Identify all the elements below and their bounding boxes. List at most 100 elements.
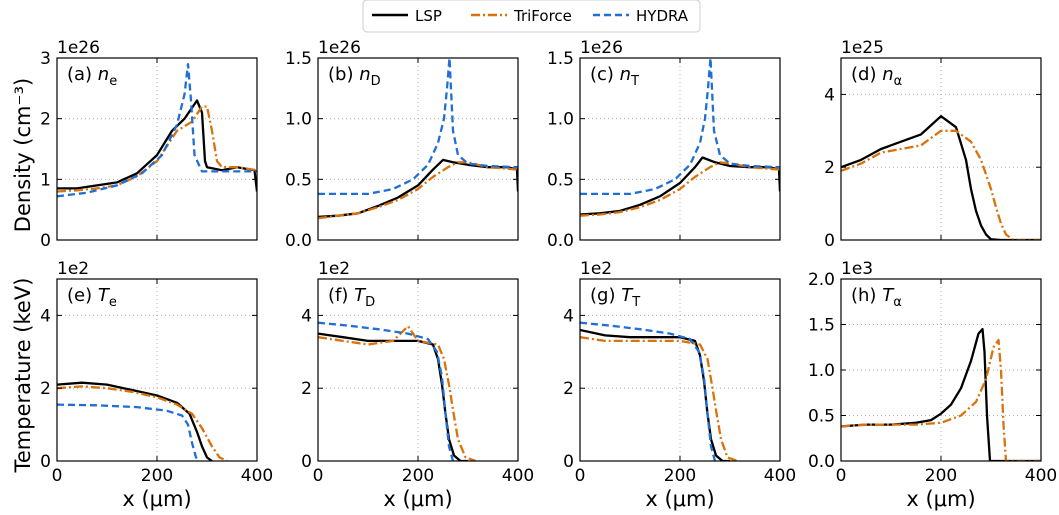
- panel-label-Te: (e) Te: [67, 285, 117, 310]
- series-triforce-Te: [57, 385, 228, 461]
- panel-label-var-Te: T: [98, 285, 111, 306]
- series-lsp-TD: [318, 332, 468, 461]
- xtick-label-TD: 400: [502, 466, 534, 486]
- panel-label-var-nalpha: n: [882, 64, 893, 85]
- ytick-label-nT: 1.5: [547, 49, 574, 69]
- ytick-label-nT: 0.5: [547, 170, 574, 190]
- ytick-label-Talpha: 2.0: [808, 270, 835, 290]
- panel-label-Talpha: (h) Tα: [851, 285, 902, 310]
- xtick-label-Te: 200: [141, 466, 173, 486]
- panel-label-var-Talpha: T: [882, 285, 895, 306]
- panel-label-ne: (a) ne: [67, 64, 117, 89]
- exponent-label-nT: 1e26: [580, 38, 623, 58]
- panel-label-prefix-ne: (a): [67, 64, 98, 85]
- series-hydra-ne: [57, 62, 257, 198]
- axes-frame-TD: [317, 278, 519, 462]
- series-triforce-Talpha: [841, 338, 1041, 461]
- series-triforce-TD: [318, 325, 476, 461]
- xtick-label-Te: 0: [52, 466, 63, 486]
- panel-nalpha: 0 2 4 1e25 (d) nα: [824, 38, 1042, 251]
- xtick-label-TT: 0: [575, 466, 586, 486]
- ytick-label-Te: 4: [40, 306, 51, 326]
- ytick-label-ne: 3: [40, 49, 51, 69]
- legend-label-lsp: LSP: [415, 7, 442, 25]
- axes-frame-nD: [317, 57, 519, 241]
- exponent-label-ne: 1e26: [57, 38, 100, 58]
- ytick-label-nalpha: 2: [824, 158, 835, 178]
- series-triforce-nalpha: [841, 129, 1041, 240]
- ytick-label-TT: 2: [563, 379, 574, 399]
- xtick-label-TD: 0: [313, 466, 324, 486]
- legend-label-hydra: HYDRA: [636, 7, 689, 25]
- xtick-label-TT: 200: [664, 466, 696, 486]
- exponent-label-nD: 1e26: [318, 38, 361, 58]
- legend-label-triforce: TriForce: [513, 7, 572, 25]
- exponent-label-Talpha: 1e3: [841, 259, 873, 279]
- xtick-label-Talpha: 400: [1025, 466, 1057, 486]
- panel-label-nT: (c) nT: [590, 64, 639, 89]
- panel-label-var-TD: T: [354, 285, 367, 306]
- panel-label-prefix-Te: (e): [67, 285, 98, 306]
- ytick-label-ne: 1: [40, 170, 51, 190]
- xtick-label-Talpha: 0: [836, 466, 847, 486]
- panel-label-prefix-nalpha: (d): [851, 64, 882, 85]
- ytick-label-Talpha: 1.0: [808, 361, 835, 381]
- panel-Talpha: 0 200 400 0.0 0.5 1.0 1.5 2.0 1e3 (h) Tα x (μm): [808, 259, 1057, 511]
- ytick-label-Talpha: 0.5: [808, 407, 835, 427]
- ytick-label-nD: 1.5: [285, 49, 312, 69]
- density-ylabel: Density (cm⁻³): [11, 78, 35, 232]
- axes-frame-TT: [579, 278, 781, 462]
- series-triforce-TT: [580, 336, 738, 461]
- ytick-label-TD: 4: [301, 306, 312, 326]
- panel-Te: 0 200 400 0 2 4 1e2 (e) Te x (μm): [40, 259, 273, 511]
- panel-label-sub-Te: e: [109, 295, 117, 310]
- ytick-label-nT: 0.0: [547, 231, 574, 251]
- panel-label-prefix-TD: (f): [328, 285, 354, 306]
- ytick-label-TT: 4: [563, 306, 574, 326]
- panel-label-prefix-nD: (b): [328, 64, 359, 85]
- panel-label-var-nT: n: [620, 64, 631, 85]
- ytick-label-nD: 0.5: [285, 170, 312, 190]
- panel-label-prefix-TT: (g): [590, 285, 621, 306]
- ytick-label-nD: 0.0: [285, 231, 312, 251]
- series-hydra-nD: [318, 58, 518, 196]
- xtick-label-TD: 200: [402, 466, 434, 486]
- panel-label-sub-TT: T: [631, 295, 640, 310]
- ytick-label-Talpha: 0.0: [808, 452, 835, 472]
- xlabel-Te: x (μm): [122, 487, 191, 511]
- ytick-label-Te: 0: [40, 452, 51, 472]
- axes-frame-nalpha: [840, 57, 1042, 241]
- exponent-label-TT: 1e2: [580, 259, 612, 279]
- ytick-label-nalpha: 4: [824, 85, 835, 105]
- ytick-label-TT: 0: [563, 452, 574, 472]
- xlabel-TD: x (μm): [383, 487, 452, 511]
- ytick-label-ne: 0: [40, 231, 51, 251]
- panel-label-var-nD: n: [359, 64, 370, 85]
- ytick-label-TD: 2: [301, 379, 312, 399]
- ytick-label-nD: 1.0: [285, 110, 312, 130]
- panel-label-var-ne: n: [98, 64, 109, 85]
- xtick-label-Talpha: 200: [925, 466, 957, 486]
- ytick-label-ne: 2: [40, 110, 51, 130]
- series-hydra-nT: [580, 58, 780, 196]
- panel-ne: 0 1 2 3 1e26 (a) ne: [40, 38, 258, 251]
- legend: LSP TriForce HYDRA: [362, 0, 701, 33]
- panel-label-sub-ne: e: [109, 74, 117, 89]
- panel-label-TD: (f) TD: [328, 285, 375, 310]
- ytick-label-nT: 1.0: [547, 110, 574, 130]
- panel-label-nD: (b) nD: [328, 64, 381, 89]
- panel-label-prefix-nT: (c): [590, 64, 620, 85]
- xtick-label-Te: 400: [241, 466, 273, 486]
- panel-label-sub-nT: T: [630, 74, 639, 89]
- series-lsp-TT: [580, 328, 730, 461]
- panel-label-sub-Talpha: α: [893, 295, 902, 310]
- exponent-label-nalpha: 1e25: [841, 38, 884, 58]
- panel-label-sub-nD: D: [371, 74, 381, 89]
- legend-frame: [362, 0, 701, 33]
- panel-label-sub-nalpha: α: [894, 74, 903, 89]
- series-lsp-nalpha: [841, 115, 1041, 240]
- series-lsp-Te: [57, 381, 213, 461]
